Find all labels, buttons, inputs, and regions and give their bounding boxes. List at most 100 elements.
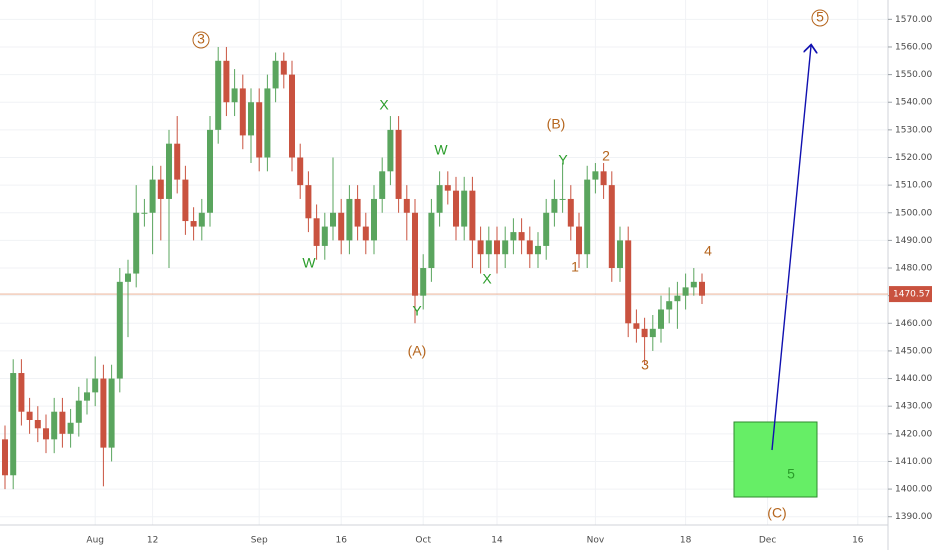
candle-body bbox=[592, 171, 599, 180]
candle-body bbox=[297, 157, 304, 186]
candle-body bbox=[59, 411, 66, 434]
candle-body bbox=[510, 232, 517, 241]
candle-body bbox=[190, 221, 197, 227]
candle-body bbox=[412, 212, 418, 296]
last-price-tag bbox=[889, 286, 932, 303]
wave-label: X bbox=[379, 97, 389, 113]
y-tick-label: 1440.00 bbox=[895, 374, 932, 384]
candle-body bbox=[215, 60, 222, 130]
wave-label: 4 bbox=[704, 243, 712, 259]
candle-body bbox=[174, 143, 181, 180]
candle-body bbox=[469, 190, 476, 241]
candle-body bbox=[428, 212, 435, 269]
candle-body bbox=[67, 422, 74, 434]
wave-label: 5 bbox=[816, 9, 824, 25]
wave-label: W bbox=[434, 142, 448, 158]
candle-body bbox=[477, 240, 484, 255]
x-tick-label: Aug bbox=[86, 536, 104, 546]
candle-body bbox=[338, 212, 345, 241]
candle-body bbox=[371, 198, 377, 241]
candle-body bbox=[403, 198, 410, 213]
candle-body bbox=[699, 281, 705, 296]
wave-label: 5 bbox=[787, 466, 795, 482]
candle-body bbox=[141, 212, 148, 214]
y-tick-label: 1490.00 bbox=[895, 236, 932, 246]
y-tick-label: 1450.00 bbox=[895, 346, 932, 356]
candle-body bbox=[207, 129, 213, 213]
wave-circle bbox=[811, 9, 829, 27]
wave-label: (A) bbox=[408, 343, 427, 359]
candle-body bbox=[461, 190, 468, 227]
y-tick-label: 1400.00 bbox=[895, 485, 932, 495]
y-tick-label: 1390.00 bbox=[895, 512, 932, 522]
candle-body bbox=[625, 240, 632, 324]
candle-body bbox=[346, 198, 353, 241]
wave-label: (B) bbox=[547, 116, 566, 132]
y-tick-label: 1420.00 bbox=[895, 429, 932, 439]
wave-label: 3 bbox=[641, 357, 649, 373]
candle-body bbox=[584, 179, 591, 255]
candle-body bbox=[182, 179, 189, 222]
wave-circle bbox=[192, 31, 210, 49]
candle-body bbox=[289, 74, 295, 158]
candle-body bbox=[264, 88, 271, 158]
candle-body bbox=[559, 198, 566, 200]
y-tick-label: 1550.00 bbox=[895, 70, 932, 80]
candle-body bbox=[690, 281, 697, 288]
wave-label: W bbox=[302, 255, 316, 271]
wave-label: 2 bbox=[602, 148, 610, 164]
candle-body bbox=[125, 273, 131, 282]
candle-body bbox=[354, 198, 361, 227]
last-price-label: 1470.57 bbox=[893, 290, 930, 300]
projection-arrow bbox=[771, 46, 811, 451]
candle-body bbox=[133, 212, 140, 274]
candle-body bbox=[518, 232, 525, 241]
candle-body bbox=[485, 240, 492, 255]
candle-body bbox=[395, 129, 402, 199]
candle-body bbox=[157, 179, 164, 199]
y-tick-label: 1530.00 bbox=[895, 125, 932, 135]
candle-body bbox=[10, 373, 17, 476]
y-tick-label: 1510.00 bbox=[895, 181, 932, 191]
candle-body bbox=[608, 185, 615, 269]
x-tick-label: 16 bbox=[335, 536, 347, 546]
candle-body bbox=[682, 287, 689, 296]
x-tick-label: 18 bbox=[680, 536, 692, 546]
candle-body bbox=[600, 171, 607, 186]
candle-body bbox=[43, 428, 49, 440]
x-tick-label: Dec bbox=[759, 536, 776, 546]
candle-body bbox=[26, 411, 33, 420]
x-tick-label: 14 bbox=[491, 536, 503, 546]
wave-label: 1 bbox=[571, 259, 579, 275]
y-tick-label: 1410.00 bbox=[895, 457, 932, 467]
candle-body bbox=[280, 60, 287, 75]
wave-label: X bbox=[482, 271, 492, 287]
candle-body bbox=[256, 102, 263, 158]
wave-label: 3 bbox=[197, 31, 205, 47]
candle-body bbox=[502, 240, 509, 255]
y-tick-label: 1500.00 bbox=[895, 208, 932, 218]
candle-body bbox=[526, 240, 533, 255]
candle-body bbox=[166, 143, 172, 199]
y-tick-label: 1540.00 bbox=[895, 98, 932, 108]
candle-body bbox=[444, 185, 451, 191]
candle-body bbox=[18, 373, 25, 412]
y-tick-label: 1430.00 bbox=[895, 402, 932, 412]
candle-body bbox=[2, 439, 8, 476]
candle-body bbox=[51, 411, 58, 440]
candle-body bbox=[666, 301, 673, 310]
candle-body bbox=[420, 268, 427, 296]
candle-body bbox=[231, 88, 238, 103]
y-tick-label: 1520.00 bbox=[895, 153, 932, 163]
candle-body bbox=[362, 226, 369, 241]
x-tick-label: Oct bbox=[415, 536, 431, 546]
x-tick-label: Nov bbox=[587, 536, 605, 546]
candle-body bbox=[567, 198, 574, 227]
candle-body bbox=[674, 295, 681, 302]
candle-body bbox=[108, 378, 115, 448]
candle-body bbox=[649, 328, 656, 338]
candle-body bbox=[149, 179, 156, 213]
candle-body bbox=[272, 60, 279, 89]
candle-body bbox=[379, 171, 386, 199]
